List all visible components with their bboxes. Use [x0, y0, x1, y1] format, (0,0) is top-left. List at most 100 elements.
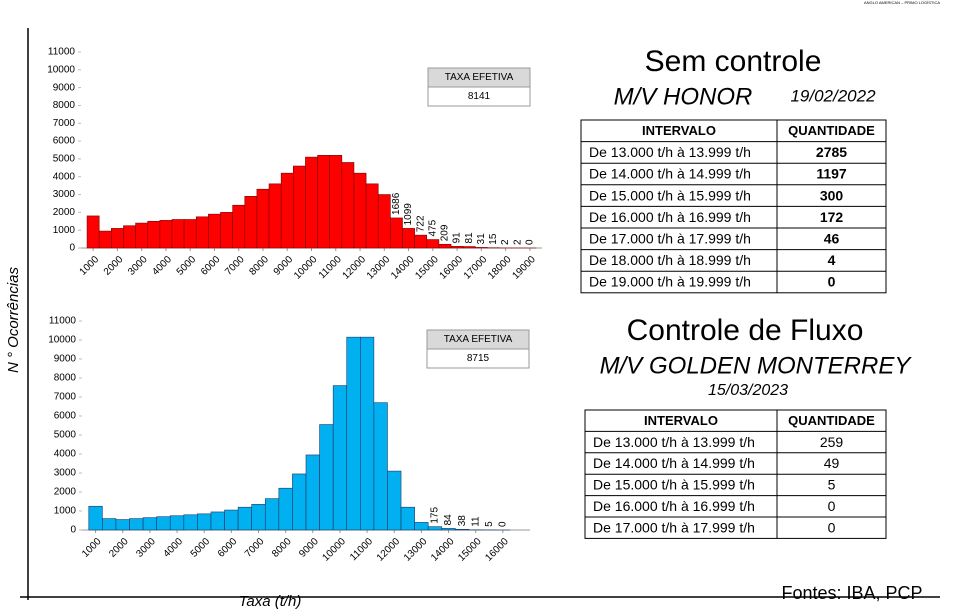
bar — [147, 220, 161, 249]
bar — [319, 424, 334, 531]
bar — [353, 172, 367, 249]
vessel-name: M/V HONOR — [614, 83, 753, 110]
x-tick-label: 10000 — [320, 536, 348, 564]
value-label: 475 — [427, 219, 438, 236]
bar — [123, 225, 136, 249]
bar — [400, 506, 415, 531]
bar — [251, 504, 266, 531]
table-header: INTERVALO — [644, 413, 718, 428]
bar — [142, 517, 157, 531]
table-interval: De 13.000 t/h à 13.999 t/h — [589, 144, 751, 160]
x-tick-label: 17000 — [462, 254, 490, 282]
y-axis-label: N ° Ocorrências — [5, 266, 22, 373]
y-tick-label: 3000 — [53, 189, 76, 200]
bar — [183, 514, 198, 531]
value-label: 5 — [484, 521, 495, 527]
table-interval: De 18.000 t/h à 18.999 t/h — [589, 252, 751, 268]
y-tick-label: 7000 — [54, 392, 77, 403]
bar — [377, 194, 391, 249]
bar — [210, 511, 225, 531]
value-label: 209 — [440, 224, 451, 241]
x-tick-label: 12000 — [341, 254, 369, 282]
value-label: 1686 — [391, 192, 402, 215]
table-quantity: 4 — [828, 252, 836, 268]
annotation-value: 8715 — [467, 353, 490, 364]
table-header: QUANTIDADE — [788, 123, 875, 138]
bar — [474, 247, 488, 249]
value-label: 175 — [430, 507, 441, 524]
bar — [135, 222, 149, 249]
x-tick-label: 3000 — [134, 536, 158, 560]
x-tick-label: 5000 — [175, 254, 199, 278]
x-tick-label: 3000 — [126, 254, 150, 278]
table-interval: De 14.000 t/h à 14.999 t/h — [593, 455, 755, 471]
table-quantity: 172 — [820, 209, 844, 225]
table-quantity: 0 — [828, 274, 836, 290]
x-tick-label: 5000 — [189, 536, 213, 560]
y-tick-label: 3000 — [54, 468, 77, 479]
y-tick-label: 6000 — [54, 411, 77, 422]
bar — [232, 204, 246, 249]
value-label: 91 — [452, 232, 463, 244]
value-label: 0 — [525, 239, 536, 245]
y-tick-label: 10000 — [48, 335, 76, 346]
table-title: Sem controle — [645, 45, 822, 78]
x-tick-label: 14000 — [389, 254, 417, 282]
bar — [268, 183, 282, 249]
x-tick-label: 15000 — [456, 536, 484, 564]
bar — [426, 239, 440, 249]
bar — [244, 196, 258, 249]
y-tick-label: 1000 — [54, 506, 77, 517]
x-tick-label: 11000 — [348, 536, 375, 563]
bar — [171, 219, 185, 249]
x-tick-label: 16000 — [438, 254, 466, 282]
y-tick-label: 9000 — [53, 82, 76, 93]
bar — [414, 522, 429, 531]
bar — [305, 156, 318, 249]
x-tick-label: 9000 — [297, 536, 321, 560]
x-tick-label: 2000 — [102, 254, 126, 278]
x-tick-label: 16000 — [483, 536, 511, 564]
x-tick-label: 11000 — [317, 254, 344, 281]
value-label: 0 — [497, 521, 508, 527]
annotation-value: 8141 — [468, 91, 491, 102]
x-tick-label: 12000 — [375, 536, 403, 564]
bar — [317, 155, 330, 249]
y-tick-label: 2000 — [54, 487, 77, 498]
y-tick-label: 1000 — [53, 225, 76, 236]
table-interval: De 16.000 t/h à 16.999 t/h — [593, 498, 755, 514]
bar — [346, 336, 361, 531]
bar — [224, 509, 239, 531]
y-tick-label: 5000 — [53, 154, 76, 165]
bar — [88, 505, 103, 531]
x-tick-label: 1000 — [80, 536, 104, 560]
vessel-date: 15/03/2023 — [708, 382, 788, 399]
bar — [256, 188, 270, 249]
x-tick-label: 10000 — [292, 254, 320, 282]
y-tick-label: 11000 — [49, 316, 77, 327]
table-quantity: 49 — [824, 455, 840, 471]
table-quantity: 0 — [828, 498, 836, 514]
table-quantity: 300 — [820, 187, 844, 203]
table-quantity: 46 — [824, 231, 840, 247]
annotation-value-box — [426, 348, 530, 369]
bar — [360, 336, 375, 531]
bar — [197, 513, 212, 531]
table-interval: De 19.000 t/h à 19.999 t/h — [589, 274, 751, 290]
table-interval: De 15.000 t/h à 15.999 t/h — [593, 477, 755, 493]
value-label: 38 — [457, 515, 468, 527]
table-interval: De 17.000 t/h à 17.999 t/h — [593, 519, 755, 535]
bar — [387, 470, 402, 531]
annotation-value-box — [427, 86, 531, 107]
bar — [305, 454, 320, 531]
bar — [462, 246, 476, 249]
y-tick-label: 0 — [69, 243, 75, 254]
y-tick-label: 8000 — [53, 100, 76, 111]
bar — [278, 487, 293, 531]
annotation-label: TAXA EFETIVA — [444, 334, 513, 345]
bar — [390, 217, 403, 249]
x-tick-label: 18000 — [486, 254, 514, 282]
bar — [280, 172, 294, 249]
vessel-name: M/V GOLDEN MONTERREY — [600, 352, 913, 379]
